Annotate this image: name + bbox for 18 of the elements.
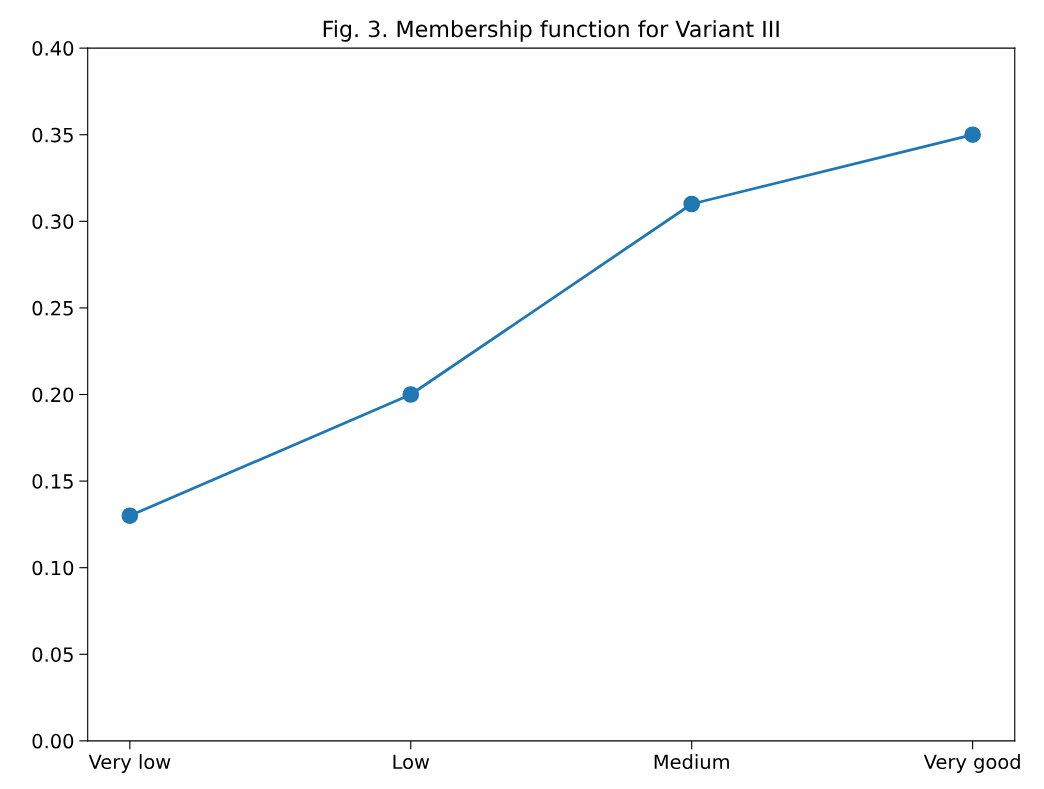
point xyxy=(121,507,139,525)
x-tick-label: Very good xyxy=(923,754,1020,773)
x-tick-label: Low xyxy=(393,754,430,770)
y-tick-label: 0.10 xyxy=(32,560,74,576)
y-tick-label: 0.35 xyxy=(32,127,73,143)
y-tick-label: 0.30 xyxy=(32,214,74,229)
y-tick-label: 0.40 xyxy=(32,41,74,56)
y-tick-label: 0.20 xyxy=(32,387,74,403)
point xyxy=(402,386,420,403)
y-tick-label: 0.25 xyxy=(32,300,73,316)
point xyxy=(964,126,981,144)
point xyxy=(683,195,701,213)
x-tick-label: Medium xyxy=(654,754,729,770)
y-tick-label: 0.05 xyxy=(32,647,73,662)
chart-title: Fig. 3. Membership function for Variant III xyxy=(323,20,779,42)
y-tick-label: 0.15 xyxy=(32,474,73,489)
y-tick-label: 0.00 xyxy=(32,733,74,749)
x-tick-label: Very low xyxy=(88,754,171,773)
